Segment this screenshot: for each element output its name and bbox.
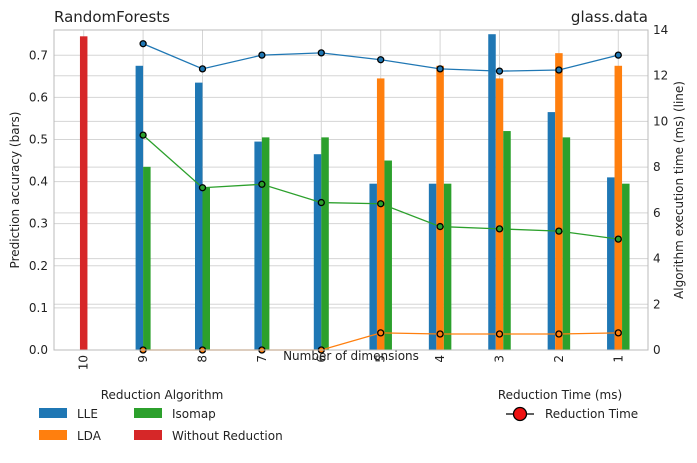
point-isomap bbox=[495, 225, 504, 233]
legend-swatch-without-reduction bbox=[134, 430, 162, 440]
legend-swatch-isomap bbox=[134, 408, 162, 418]
bar-isomap bbox=[321, 137, 329, 350]
point-lle bbox=[614, 51, 622, 59]
legend-swatch-lle bbox=[39, 408, 67, 418]
x-tick-label: 3 bbox=[493, 355, 507, 363]
x-tick-label: 10 bbox=[77, 355, 91, 370]
chart-title-right: glass.data bbox=[571, 8, 648, 26]
y-tick-label-right: 4 bbox=[653, 252, 661, 266]
legend-marker-reduction-time bbox=[512, 406, 528, 422]
point-lle bbox=[258, 51, 266, 59]
bar-isomap bbox=[443, 183, 452, 350]
point-lle bbox=[139, 40, 147, 48]
point-isomap bbox=[258, 180, 266, 188]
legend-left-title: Reduction Algorithm bbox=[101, 388, 224, 402]
legend-label-lda: LDA bbox=[77, 429, 102, 443]
y-tick-label-right: 0 bbox=[653, 343, 661, 357]
bar-isomap bbox=[503, 131, 511, 350]
bar-lle bbox=[313, 154, 322, 350]
x-tick-label: 2 bbox=[552, 355, 566, 363]
point-lda bbox=[495, 330, 504, 338]
y-tick-label-left: 0.2 bbox=[29, 259, 48, 273]
bar-isomap bbox=[562, 137, 571, 350]
bar-lle bbox=[428, 183, 437, 350]
legend-reduction-time: Reduction Time (ms) Reduction Time bbox=[498, 388, 638, 422]
y-tick-label-left: 0.6 bbox=[29, 90, 48, 104]
x-tick-label: 5 bbox=[374, 355, 388, 363]
bar-lda bbox=[376, 78, 385, 350]
y-tick-label-left: 0.0 bbox=[29, 343, 48, 357]
bar-lle bbox=[195, 82, 203, 350]
y-tick-label-left: 0.7 bbox=[29, 48, 48, 62]
x-tick-label: 8 bbox=[196, 355, 210, 363]
point-isomap bbox=[377, 200, 385, 208]
x-tick-label: 4 bbox=[433, 355, 447, 363]
x-tick-label: 9 bbox=[136, 355, 150, 363]
legend-label-without-reduction: Without Reduction bbox=[172, 429, 283, 443]
bar-lle bbox=[369, 183, 377, 350]
point-lda bbox=[436, 330, 444, 338]
bar-lle bbox=[488, 34, 496, 351]
y-tick-label-right: 2 bbox=[653, 297, 661, 311]
bar-lle bbox=[254, 141, 262, 350]
point-lle bbox=[377, 56, 385, 64]
legend-label-lle: LLE bbox=[77, 407, 98, 421]
bar-isomap bbox=[143, 166, 151, 350]
chart-title-left: RandomForests bbox=[54, 8, 170, 26]
y-tick-label-right: 6 bbox=[653, 206, 661, 220]
point-isomap bbox=[139, 131, 147, 139]
y-tick-label-left: 0.1 bbox=[29, 301, 48, 315]
x-tick-label: 1 bbox=[611, 355, 625, 363]
legend-label-isomap: Isomap bbox=[172, 407, 216, 421]
y-axis-label-left: Prediction accuracy (bars) bbox=[8, 112, 22, 269]
bar-lda bbox=[436, 65, 444, 350]
bar-isomap bbox=[384, 160, 392, 350]
point-lle bbox=[555, 66, 563, 74]
bars bbox=[79, 34, 630, 351]
y-tick-label-right: 12 bbox=[653, 69, 668, 83]
point-lle bbox=[495, 67, 504, 75]
x-tick-label: 7 bbox=[255, 355, 269, 363]
point-isomap bbox=[555, 227, 563, 235]
y-tick-label-left: 0.5 bbox=[29, 132, 48, 146]
point-lle bbox=[198, 65, 207, 73]
bar-lle bbox=[135, 65, 144, 350]
point-lda bbox=[614, 329, 622, 337]
y-tick-label-left: 0.3 bbox=[29, 217, 48, 231]
point-lle bbox=[317, 49, 325, 57]
y-tick-label-left: 0.4 bbox=[29, 175, 48, 189]
point-isomap bbox=[614, 235, 622, 243]
bar-without-reduction bbox=[79, 36, 88, 350]
point-lle bbox=[436, 65, 444, 73]
y-tick-label-right: 14 bbox=[653, 23, 668, 37]
point-lda bbox=[377, 329, 385, 337]
point-isomap bbox=[317, 198, 325, 207]
bar-lda bbox=[495, 78, 504, 350]
legend-label-reduction-time: Reduction Time bbox=[545, 407, 638, 421]
x-tick-label: 6 bbox=[314, 355, 328, 363]
bar-isomap bbox=[622, 183, 630, 350]
bar-isomap bbox=[202, 187, 210, 350]
bar-lle bbox=[607, 177, 615, 350]
legend-reduction-algorithm: Reduction Algorithm LLE LDA Isomap Witho… bbox=[39, 388, 283, 443]
y-tick-label-right: 8 bbox=[653, 160, 661, 174]
y-axis-label-right: Algorithm execution time (ms) (line) bbox=[672, 81, 686, 299]
point-lda bbox=[555, 330, 563, 338]
bar-isomap bbox=[261, 137, 270, 350]
plot-frame bbox=[53, 29, 649, 351]
lines bbox=[139, 40, 622, 354]
legend-swatch-lda bbox=[39, 430, 67, 440]
y-tick-label-right: 10 bbox=[653, 114, 668, 128]
point-isomap bbox=[198, 184, 207, 192]
bar-lda bbox=[614, 65, 623, 350]
point-isomap bbox=[436, 222, 444, 231]
legend-right-title: Reduction Time (ms) bbox=[498, 388, 622, 402]
bar-lda bbox=[555, 53, 563, 350]
x-axis-label: Number of dimensions bbox=[283, 349, 419, 363]
